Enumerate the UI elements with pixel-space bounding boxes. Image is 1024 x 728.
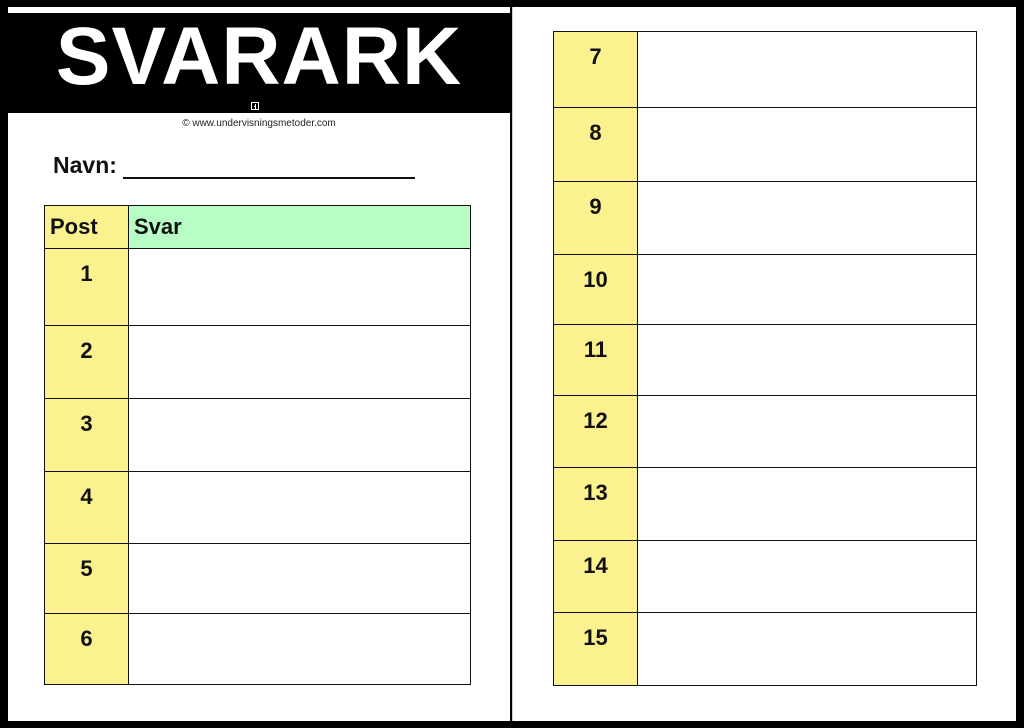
plus-icon xyxy=(251,102,259,110)
answer-cell[interactable] xyxy=(637,31,977,108)
answer-cell[interactable] xyxy=(637,254,977,325)
post-number: 7 xyxy=(553,31,638,108)
post-number: 4 xyxy=(44,471,129,544)
title-banner: SVARARK xyxy=(55,11,463,102)
post-header: Post xyxy=(44,205,129,249)
post-number: 9 xyxy=(553,181,638,255)
table-row: 11 xyxy=(553,324,977,396)
table-row: 4 xyxy=(44,471,471,544)
answer-cell[interactable] xyxy=(637,540,977,613)
post-number: 8 xyxy=(553,107,638,182)
answer-cell[interactable] xyxy=(637,324,977,396)
table-row: 13 xyxy=(553,467,977,541)
name-label: Navn: xyxy=(53,152,117,178)
table-row: 5 xyxy=(44,543,471,614)
answer-table-right: 7 8 9 10 11 12 13 14 15 xyxy=(553,31,977,686)
post-number: 12 xyxy=(553,395,638,468)
table-row: 1 xyxy=(44,248,471,326)
post-number: 6 xyxy=(44,613,129,685)
answer-cell[interactable] xyxy=(128,398,471,472)
answer-cell[interactable] xyxy=(128,471,471,544)
table-row: 10 xyxy=(553,254,977,325)
table-row: 9 xyxy=(553,181,977,255)
title-banner-background xyxy=(8,13,510,113)
left-page: SVARARK © www.undervisningsmetoder.com N… xyxy=(8,7,510,721)
table-row: 12 xyxy=(553,395,977,468)
post-number: 15 xyxy=(553,612,638,686)
answer-cell[interactable] xyxy=(637,395,977,468)
table-row: 3 xyxy=(44,398,471,472)
answer-cell[interactable] xyxy=(128,613,471,685)
post-number: 13 xyxy=(553,467,638,541)
answer-cell[interactable] xyxy=(637,107,977,182)
answer-cell[interactable] xyxy=(128,543,471,614)
answer-cell[interactable] xyxy=(637,612,977,686)
table-row: 15 xyxy=(553,612,977,686)
post-number: 3 xyxy=(44,398,129,472)
post-number: 2 xyxy=(44,325,129,399)
name-field: Navn: xyxy=(53,152,415,179)
post-number: 14 xyxy=(553,540,638,613)
copyright: © www.undervisningsmetoder.com xyxy=(182,118,336,129)
post-number: 1 xyxy=(44,248,129,326)
answer-header: Svar xyxy=(128,205,471,249)
answer-cell[interactable] xyxy=(128,248,471,326)
table-row: 2 xyxy=(44,325,471,399)
table-row: 14 xyxy=(553,540,977,613)
answer-cell[interactable] xyxy=(637,467,977,541)
table-row: 8 xyxy=(553,107,977,182)
answer-cell[interactable] xyxy=(637,181,977,255)
post-number: 5 xyxy=(44,543,129,614)
post-number: 11 xyxy=(553,324,638,396)
name-line[interactable] xyxy=(122,155,415,179)
right-page: 7 8 9 10 11 12 13 14 15 xyxy=(512,7,1016,721)
post-number: 10 xyxy=(553,254,638,325)
table-row: 6 xyxy=(44,613,471,685)
table-row: 7 xyxy=(553,31,977,108)
answer-cell[interactable] xyxy=(128,325,471,399)
